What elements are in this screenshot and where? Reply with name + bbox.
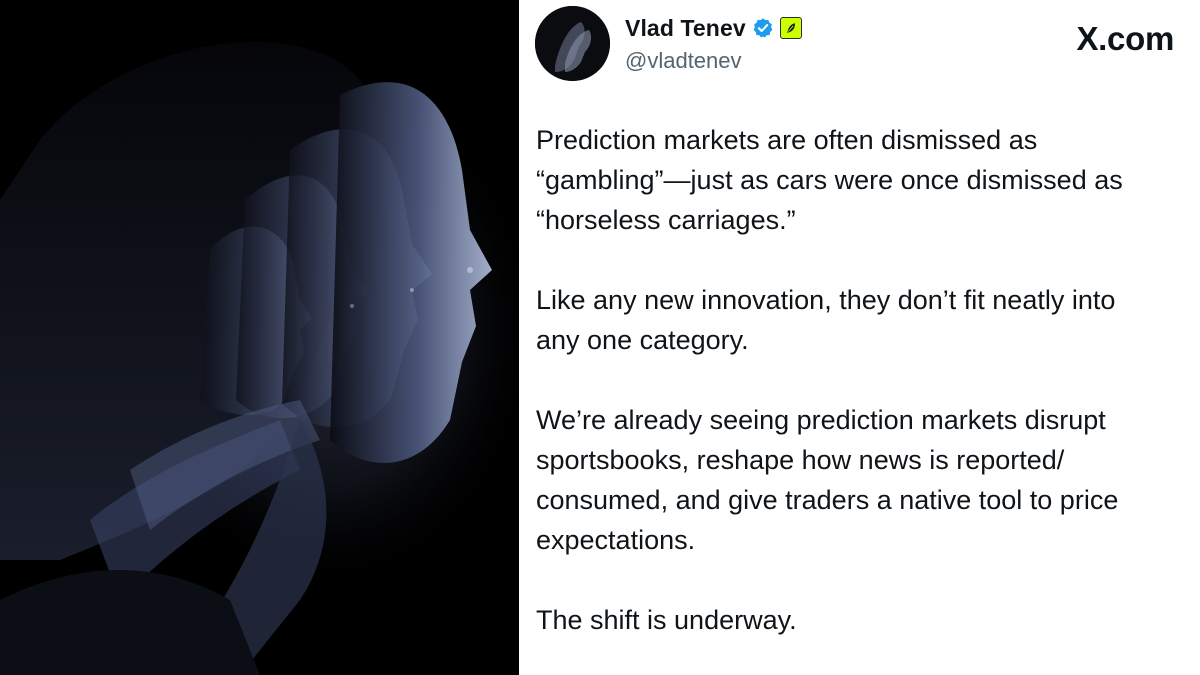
tweet-paragraph: We’re already seeing prediction markets …: [536, 400, 1180, 560]
tweet-line: sportsbooks, reshape how news is reporte…: [536, 445, 1065, 475]
avatar[interactable]: [535, 6, 610, 81]
tweet-line: “horseless carriages.”: [536, 205, 796, 235]
verified-check-icon: [752, 17, 774, 39]
affiliate-feather-icon: [779, 17, 802, 39]
tweet-header: Vlad Tenev @vladtenev X.com: [535, 6, 1174, 82]
tweet-paragraph: The shift is underway.: [536, 600, 1180, 640]
tweet-line: Prediction markets are often dismissed a…: [536, 125, 1038, 155]
tweet-line: We’re already seeing prediction markets …: [536, 405, 1106, 435]
user-handle[interactable]: @vladtenev: [625, 48, 742, 73]
tweet-line: any one category.: [536, 325, 749, 355]
tweet-line: The shift is underway.: [536, 605, 797, 635]
tweet-line: “gambling”—just as cars were once dismis…: [536, 165, 1123, 195]
x-brand-logo: X.com: [1076, 20, 1174, 57]
display-name[interactable]: Vlad Tenev: [625, 14, 746, 41]
tweet-line: consumed, and give traders a native tool…: [536, 485, 1119, 515]
tweet-line: Like any new innovation, they don’t fit …: [536, 285, 1116, 315]
tweet-line: expectations.: [536, 525, 696, 555]
profile-portrait-image: [0, 0, 519, 675]
name-row: Vlad Tenev: [625, 12, 802, 44]
tweet-paragraph: Like any new innovation, they don’t fit …: [536, 280, 1180, 360]
tweet-paragraph: Prediction markets are often dismissed a…: [536, 120, 1180, 240]
tweet-card: Vlad Tenev @vladtenev X.com: [519, 0, 1200, 675]
tweet-text: Prediction markets are often dismissed a…: [536, 120, 1180, 640]
